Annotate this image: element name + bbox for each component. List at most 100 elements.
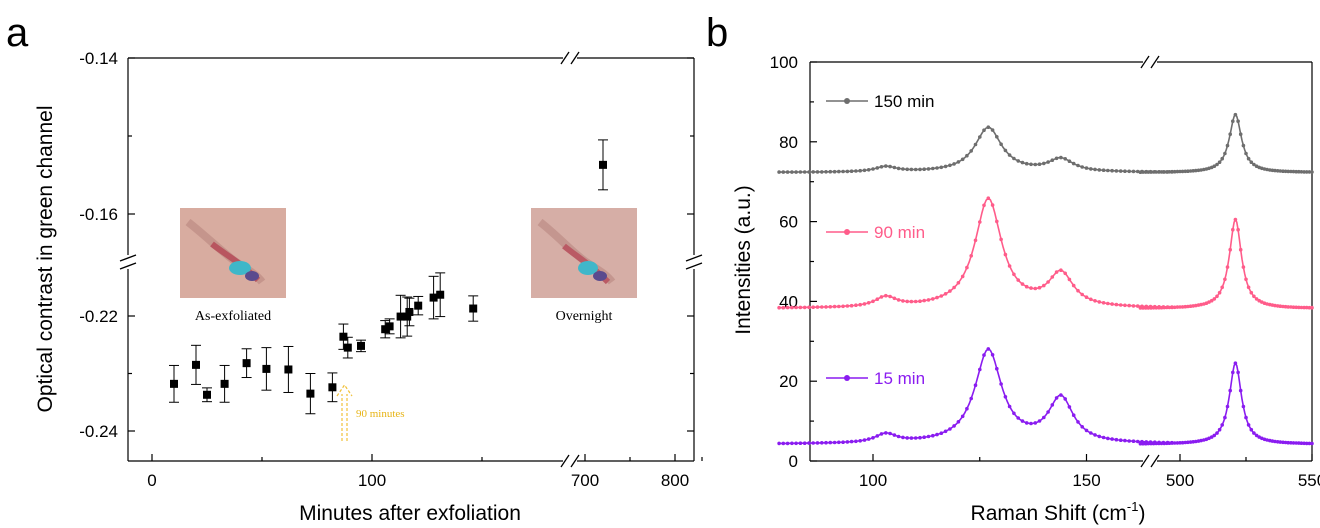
data-point (343, 343, 352, 352)
spectrum-point (790, 170, 794, 174)
spectrum-point (1186, 304, 1190, 309)
spectrum-point (956, 160, 961, 164)
y-tick-label: -0.22 (79, 307, 118, 326)
spectrum-point (1194, 168, 1198, 173)
axis-break-mark (685, 262, 703, 270)
spectrum-point (1050, 158, 1055, 162)
spectrum-point (1063, 397, 1067, 401)
spectrum-point (973, 142, 978, 147)
spectrum-point (1016, 416, 1020, 420)
spectrum-point (1209, 435, 1214, 439)
spectrum-point (1159, 170, 1164, 174)
spectrum-point (1046, 410, 1050, 414)
spectrum-point (1297, 169, 1301, 174)
spectrum-point (1246, 285, 1251, 290)
spectrum-point (1273, 303, 1277, 308)
spectrum-point (969, 254, 973, 258)
spectrum-point (1020, 419, 1025, 423)
spectrum-point (820, 441, 824, 445)
spectrum-point (943, 164, 948, 169)
spectrum-point (990, 128, 995, 132)
spectrum-point (790, 305, 794, 310)
spectrum-point (1188, 304, 1193, 309)
spectrum-point (1228, 388, 1232, 393)
spectrum-point (1106, 301, 1110, 306)
spectrum-point (1135, 169, 1140, 174)
spectrum-point (1033, 421, 1038, 425)
spectrum-point (1131, 169, 1136, 174)
spectrum-point (1131, 304, 1136, 308)
spectrum-point (1042, 161, 1046, 166)
spectrum-point (832, 169, 837, 174)
spectrum-point (777, 441, 781, 446)
spectrum-point (1054, 156, 1059, 161)
panel-b-label: b (706, 11, 728, 55)
x-tick-label: 100 (859, 471, 887, 490)
spectrum-point (1281, 169, 1285, 173)
spectrum-point (1054, 396, 1059, 400)
x-label-sup: -1 (1127, 499, 1139, 514)
spectrum-point (1118, 169, 1123, 173)
legend-marker (844, 98, 850, 104)
spectrum-point (1286, 169, 1290, 174)
spectrum-point (1067, 405, 1072, 409)
spectrum-point (1089, 431, 1093, 435)
spectrum-point (1033, 286, 1038, 291)
spectrum-point (1135, 304, 1140, 308)
spectrum-point (858, 168, 862, 173)
spectrum-point (785, 305, 790, 310)
data-point (599, 160, 607, 169)
spectrum-point (1067, 277, 1072, 282)
spectrum-point (811, 170, 815, 174)
panel-b-y-axis-label: Intensities (a.u.) (732, 185, 755, 334)
spectrum-point (1233, 112, 1238, 117)
spectrum-point (1046, 280, 1050, 284)
spectrum-point (781, 305, 786, 310)
spectrum-point (1165, 441, 1169, 446)
legend-label: 150 min (874, 92, 934, 111)
spectrum-point (1162, 441, 1166, 446)
spectrum-point (1223, 151, 1227, 156)
spectrum-point (1172, 305, 1177, 310)
spectrum-point (854, 169, 858, 173)
panel-a-label: a (6, 11, 29, 55)
spectrum-point (1012, 411, 1016, 416)
spectrum-point (1084, 428, 1089, 433)
spectrum-point (849, 303, 854, 308)
spectrum-point (982, 128, 986, 132)
spectrum-point (1304, 441, 1309, 446)
spectrum-point (1029, 421, 1033, 426)
spectrum-point (824, 170, 828, 174)
spectrum-point (1291, 441, 1296, 445)
spectrum-point (905, 167, 909, 172)
legend-label: 90 min (874, 223, 925, 242)
spectrum-point (952, 285, 956, 290)
data-point (436, 290, 445, 299)
spectrum-point (943, 429, 948, 434)
spectrum-line (1140, 217, 1312, 309)
spectrum-point (1244, 151, 1248, 156)
spectrum-point (960, 274, 965, 279)
spectrum-point (918, 299, 922, 304)
spectrum-point (1215, 294, 1219, 299)
spectrum-point (1183, 440, 1188, 445)
spectrum-point (1063, 157, 1067, 161)
spectrum-point (990, 353, 995, 357)
x-label-main: Raman Shift (cm (971, 502, 1127, 525)
spectrum-point (1157, 170, 1161, 174)
panel-a-x-axis-label: Minutes after exfoliation (299, 502, 521, 525)
spectrum-point (973, 383, 978, 388)
spectrum-point (1223, 277, 1227, 282)
spectrum-point (1127, 439, 1131, 443)
spectrum-point (1307, 170, 1312, 174)
spectrum-point (918, 167, 922, 172)
spectrum-point (798, 441, 803, 446)
spectrum-point (1241, 265, 1246, 269)
spectrum-point (832, 304, 837, 309)
spectrum-point (1236, 370, 1240, 375)
spectrum-point (1037, 285, 1042, 290)
spectrum-point (926, 434, 931, 439)
spectrum-point (986, 347, 991, 351)
spectrum-point (1217, 160, 1222, 164)
